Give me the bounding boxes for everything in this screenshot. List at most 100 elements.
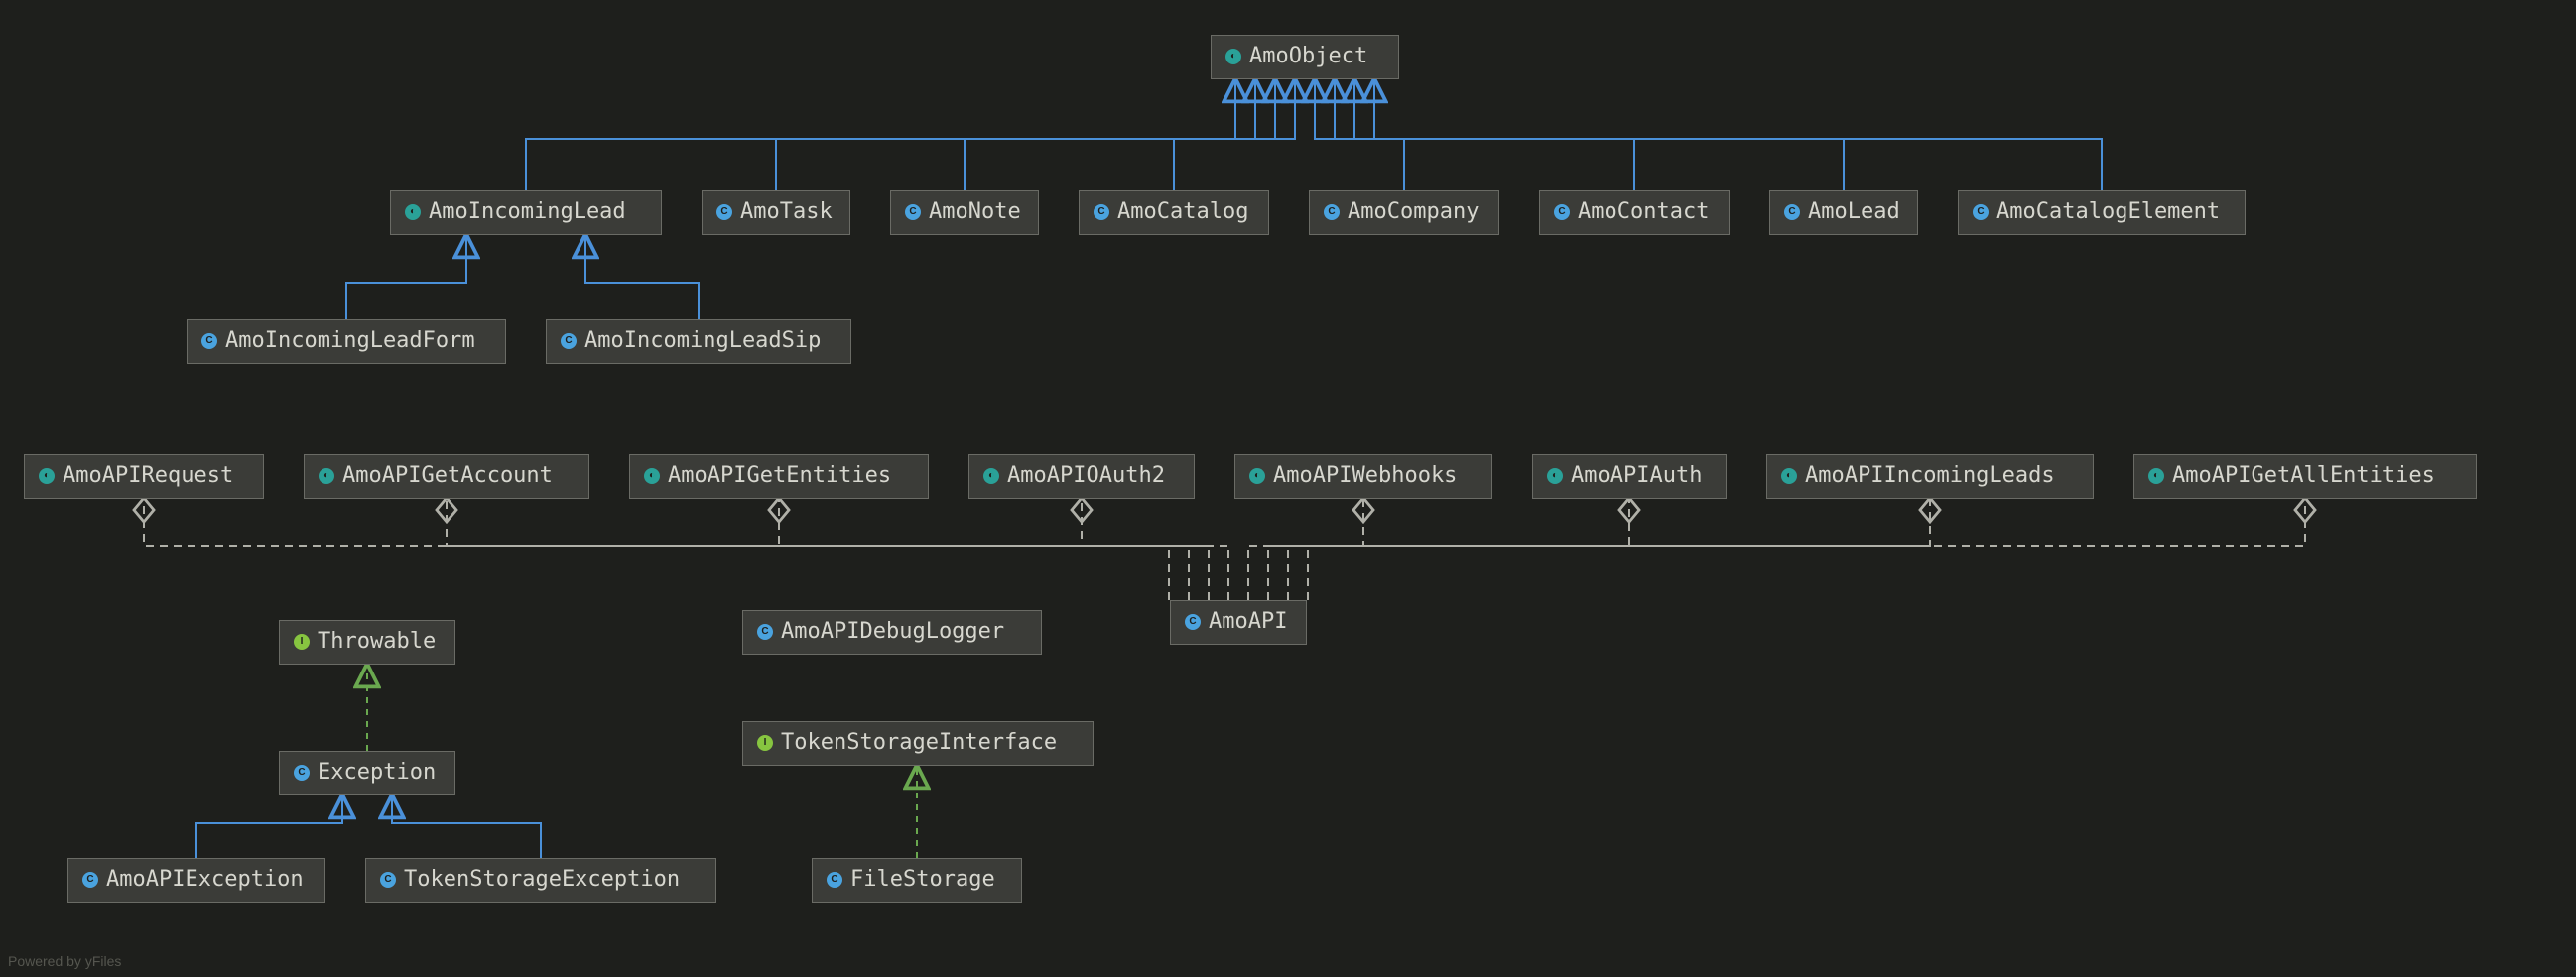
class-icon: C — [757, 624, 773, 640]
node-label: AmoAPIGetAllEntities — [2172, 461, 2435, 492]
class-node-AmoAPIRequest[interactable]: ◐ AmoAPIRequest — [24, 454, 264, 499]
class-node-AmoNote[interactable]: C AmoNote — [890, 190, 1039, 235]
class-node-AmoIncomingLead[interactable]: ◐ AmoIncomingLead — [390, 190, 662, 235]
interface-icon: I — [757, 735, 773, 751]
class-icon: C — [380, 872, 396, 888]
class-node-AmoAPIException[interactable]: C AmoAPIException — [67, 858, 325, 903]
node-label: AmoAPIGetAccount — [342, 461, 553, 492]
node-label: AmoAPIIncomingLeads — [1805, 461, 2055, 492]
class-node-FileStorage[interactable]: C FileStorage — [812, 858, 1022, 903]
abstract-icon: ◐ — [1249, 468, 1265, 484]
class-node-AmoContact[interactable]: C AmoContact — [1539, 190, 1730, 235]
class-icon: C — [1784, 204, 1800, 220]
edge-AmoCompany-to-AmoObject — [1315, 78, 1404, 190]
class-node-TokenStorageInterface[interactable]: I TokenStorageInterface — [742, 721, 1094, 766]
class-node-AmoAPIGetEntities[interactable]: ◐ AmoAPIGetEntities — [629, 454, 929, 499]
node-label: AmoAPIOAuth2 — [1007, 461, 1165, 492]
edge-AmoAPI-to-AmoAPIWebhooks — [1248, 498, 1363, 600]
class-icon: C — [201, 333, 217, 349]
class-node-AmoAPIGetAllEntities[interactable]: ◐ AmoAPIGetAllEntities — [2133, 454, 2477, 499]
class-icon: C — [716, 204, 732, 220]
node-label: AmoAPIException — [106, 865, 304, 896]
class-node-AmoLead[interactable]: C AmoLead — [1769, 190, 1918, 235]
class-node-AmoObject[interactable]: ◐ AmoObject — [1211, 35, 1399, 79]
edge-AmoAPIException-to-Exception — [196, 794, 342, 858]
node-label: AmoAPIDebugLogger — [781, 617, 1004, 648]
class-icon: C — [905, 204, 921, 220]
class-node-AmoAPIWebhooks[interactable]: ◐ AmoAPIWebhooks — [1234, 454, 1492, 499]
class-node-AmoAPI[interactable]: C AmoAPI — [1170, 600, 1307, 645]
node-label: AmoAPIWebhooks — [1273, 461, 1457, 492]
edge-AmoCatalogElement-to-AmoObject — [1374, 78, 2102, 190]
class-node-TokenStorageException[interactable]: C TokenStorageException — [365, 858, 716, 903]
abstract-icon: ◐ — [2148, 468, 2164, 484]
abstract-icon: ◐ — [39, 468, 55, 484]
edge-AmoAPI-to-AmoAPIRequest — [144, 498, 1169, 600]
node-label: AmoAPIGetEntities — [668, 461, 891, 492]
node-label: AmoIncomingLeadForm — [225, 326, 475, 357]
node-label: AmoIncomingLeadSip — [584, 326, 821, 357]
edge-AmoNote-to-AmoObject — [965, 78, 1275, 190]
node-label: AmoCatalogElement — [1996, 197, 2220, 228]
node-label: Throwable — [318, 627, 436, 658]
class-node-AmoAPIOAuth2[interactable]: ◐ AmoAPIOAuth2 — [968, 454, 1195, 499]
class-node-Exception[interactable]: C Exception — [279, 751, 455, 795]
node-label: FileStorage — [850, 865, 995, 896]
class-icon: C — [1973, 204, 1989, 220]
node-label: AmoCatalog — [1117, 197, 1248, 228]
class-icon: C — [561, 333, 577, 349]
edge-AmoIncomingLeadSip-to-AmoIncomingLead — [585, 234, 699, 319]
node-label: AmoAPI — [1209, 607, 1287, 638]
node-label: AmoAPIAuth — [1571, 461, 1702, 492]
class-node-AmoAPIDebugLogger[interactable]: C AmoAPIDebugLogger — [742, 610, 1042, 655]
edge-TokenStorageException-to-Exception — [392, 794, 541, 858]
class-node-AmoAPIAuth[interactable]: ◐ AmoAPIAuth — [1532, 454, 1727, 499]
class-node-AmoCompany[interactable]: C AmoCompany — [1309, 190, 1499, 235]
class-node-AmoAPIIncomingLeads[interactable]: ◐ AmoAPIIncomingLeads — [1766, 454, 2094, 499]
node-label: TokenStorageException — [404, 865, 680, 896]
edge-AmoAPI-to-AmoAPIGetEntities — [779, 498, 1209, 600]
edge-AmoAPI-to-AmoAPIGetAccount — [447, 498, 1189, 600]
node-label: AmoAPIRequest — [63, 461, 233, 492]
watermark: Powered by yFiles — [8, 953, 121, 969]
abstract-icon: ◐ — [405, 204, 421, 220]
edge-AmoCatalog-to-AmoObject — [1174, 78, 1295, 190]
abstract-icon: ◐ — [644, 468, 660, 484]
node-label: AmoNote — [929, 197, 1021, 228]
class-node-AmoIncomingLeadSip[interactable]: C AmoIncomingLeadSip — [546, 319, 851, 364]
node-label: Exception — [318, 758, 436, 789]
node-label: AmoContact — [1578, 197, 1709, 228]
class-icon: C — [1185, 614, 1201, 630]
class-node-AmoCatalog[interactable]: C AmoCatalog — [1079, 190, 1269, 235]
abstract-icon: ◐ — [1781, 468, 1797, 484]
node-label: AmoLead — [1808, 197, 1900, 228]
abstract-icon: ◐ — [319, 468, 334, 484]
edge-AmoIncomingLead-to-AmoObject — [526, 78, 1235, 190]
edge-AmoAPI-to-AmoAPIOAuth2 — [1082, 498, 1228, 600]
class-node-AmoAPIGetAccount[interactable]: ◐ AmoAPIGetAccount — [304, 454, 589, 499]
edge-AmoAPI-to-AmoAPIAuth — [1268, 498, 1629, 600]
abstract-icon: ◐ — [1225, 49, 1241, 64]
class-icon: C — [1324, 204, 1340, 220]
node-label: AmoObject — [1249, 42, 1367, 72]
edge-AmoAPI-to-AmoAPIIncomingLeads — [1288, 498, 1930, 600]
node-label: AmoIncomingLead — [429, 197, 626, 228]
edge-AmoContact-to-AmoObject — [1335, 78, 1634, 190]
node-label: AmoCompany — [1348, 197, 1479, 228]
class-node-Throwable[interactable]: I Throwable — [279, 620, 455, 665]
class-node-AmoCatalogElement[interactable]: C AmoCatalogElement — [1958, 190, 2246, 235]
class-icon: C — [294, 765, 310, 781]
class-icon: C — [1094, 204, 1109, 220]
class-icon: C — [82, 872, 98, 888]
edge-AmoAPI-to-AmoAPIGetAllEntities — [1308, 498, 2305, 600]
class-icon: C — [1554, 204, 1570, 220]
class-icon: C — [827, 872, 842, 888]
abstract-icon: ◐ — [1547, 468, 1563, 484]
edge-AmoTask-to-AmoObject — [776, 78, 1255, 190]
interface-icon: I — [294, 634, 310, 650]
node-label: TokenStorageInterface — [781, 728, 1057, 759]
abstract-icon: ◐ — [983, 468, 999, 484]
class-node-AmoTask[interactable]: C AmoTask — [702, 190, 850, 235]
node-label: AmoTask — [740, 197, 833, 228]
class-node-AmoIncomingLeadForm[interactable]: C AmoIncomingLeadForm — [187, 319, 506, 364]
